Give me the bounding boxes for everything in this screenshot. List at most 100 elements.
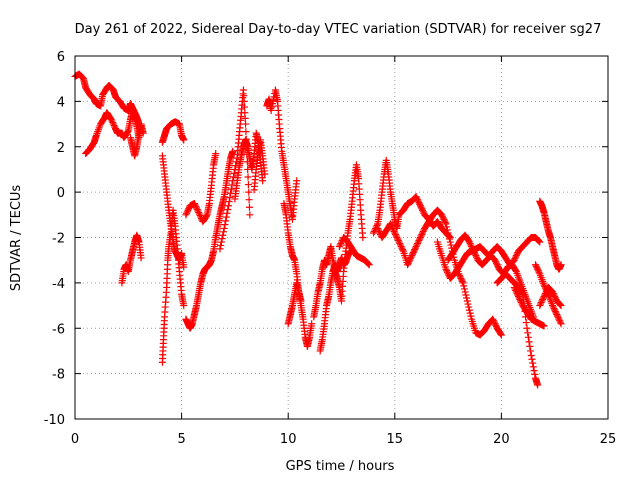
data-point — [397, 243, 405, 251]
data-point — [490, 318, 498, 326]
data-point — [544, 289, 552, 297]
data-point — [543, 287, 551, 295]
data-point — [108, 117, 116, 125]
data-point — [511, 285, 519, 293]
data-point — [514, 292, 522, 300]
data-point — [512, 253, 520, 261]
data-point — [245, 203, 253, 211]
data-point — [416, 202, 424, 210]
x-tick-label: 20 — [493, 432, 510, 447]
data-point — [472, 252, 480, 260]
data-point — [413, 241, 421, 249]
data-point — [212, 150, 220, 158]
data-point — [414, 240, 422, 248]
data-point — [466, 309, 474, 317]
data-point — [375, 227, 383, 235]
data-point — [408, 252, 416, 260]
data-point — [217, 241, 225, 249]
data-point — [389, 226, 397, 234]
data-point — [557, 320, 565, 328]
data-point — [445, 232, 453, 240]
data-point — [465, 303, 473, 311]
data-point — [418, 230, 426, 238]
data-point — [396, 240, 404, 248]
data-point — [529, 363, 537, 371]
data-point — [182, 211, 190, 219]
data-point — [364, 259, 372, 267]
data-point — [411, 246, 419, 254]
data-point — [124, 128, 132, 136]
data-point — [497, 331, 505, 339]
y-tick-label: -4 — [52, 277, 65, 292]
data-point — [469, 246, 477, 254]
data-point — [557, 302, 565, 310]
data-point — [373, 221, 381, 229]
data-point — [524, 333, 532, 341]
data-point — [413, 194, 421, 202]
data-point — [538, 297, 546, 305]
data-point — [374, 226, 382, 234]
data-point — [552, 309, 560, 317]
data-point — [308, 320, 316, 328]
data-point — [492, 321, 500, 329]
data-point — [556, 317, 564, 325]
data-point — [414, 197, 422, 205]
data-point — [539, 296, 547, 304]
data-point — [365, 261, 373, 269]
data-point — [389, 224, 397, 232]
data-point — [470, 247, 478, 255]
data-point — [536, 238, 544, 246]
data-point — [464, 300, 472, 308]
data-point — [267, 106, 275, 114]
data-point — [533, 264, 541, 272]
data-point — [441, 218, 449, 226]
data-point — [229, 147, 237, 155]
data-point — [446, 238, 454, 246]
data-point — [193, 206, 201, 214]
y-tick-label: -6 — [52, 322, 65, 337]
data-point — [492, 259, 500, 267]
data-point — [406, 255, 414, 263]
data-point — [419, 206, 427, 214]
data-point — [530, 367, 538, 375]
data-point — [522, 319, 530, 327]
data-point — [459, 279, 467, 287]
data-point — [537, 299, 545, 307]
data-point — [297, 297, 305, 305]
data-point — [458, 276, 466, 284]
data-point — [245, 196, 253, 204]
data-point — [444, 270, 452, 278]
data-point — [532, 261, 540, 269]
data-point — [394, 237, 402, 245]
data-point — [195, 210, 203, 218]
data-point — [107, 116, 115, 124]
data-point — [419, 229, 427, 237]
data-point — [359, 234, 367, 241]
data-point — [551, 306, 559, 314]
data-point — [398, 244, 406, 252]
x-tick-label: 5 — [177, 432, 185, 447]
data-point — [191, 201, 199, 209]
data-point — [374, 224, 382, 232]
data-point — [542, 286, 550, 294]
data-point — [512, 252, 520, 260]
data-point — [447, 241, 455, 249]
data-point — [416, 235, 424, 243]
data-point — [467, 312, 475, 320]
data-point — [192, 202, 200, 210]
data-point — [555, 315, 563, 323]
data-point — [417, 203, 425, 211]
data-point — [228, 181, 236, 189]
data-point — [412, 193, 420, 201]
data-point — [554, 312, 562, 320]
data-point — [510, 283, 518, 291]
data-point — [490, 317, 498, 325]
data-point — [225, 198, 233, 206]
data-point — [246, 211, 254, 219]
y-tick-label: -10 — [44, 413, 65, 428]
data-point — [222, 217, 230, 225]
data-point — [539, 294, 547, 302]
data-point — [513, 289, 521, 297]
data-point — [416, 234, 424, 241]
